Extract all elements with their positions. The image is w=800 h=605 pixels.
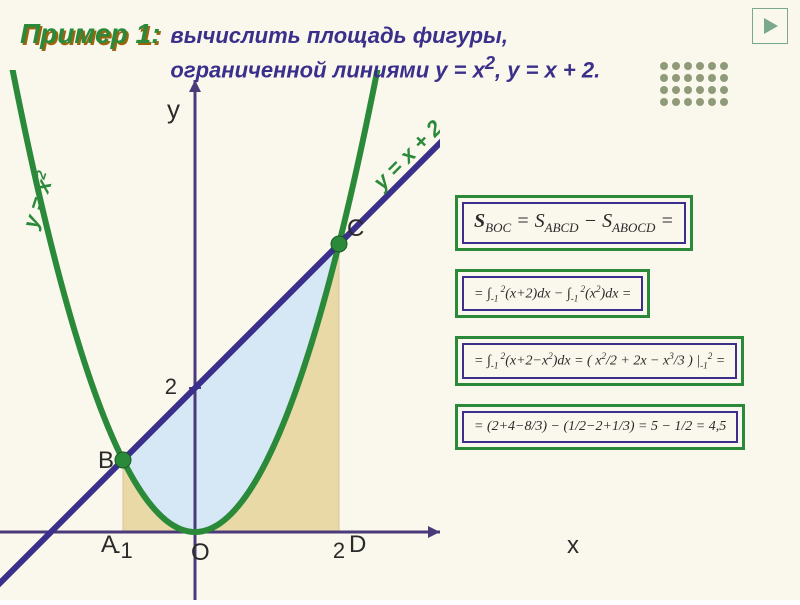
graph: 2-12y = x2y = x + 2ABCDOy — [0, 70, 440, 600]
svg-text:O: O — [191, 539, 210, 566]
formula-4: = (2+4−8/3) − (1/2−2+1/3) = 5 − 1/2 = 4,… — [455, 404, 745, 450]
formula-2: = ∫-1 2(x+2)dx − ∫-1 2(x2)dx = — [455, 269, 650, 318]
next-slide-button[interactable] — [752, 8, 788, 44]
svg-text:C: C — [347, 215, 364, 242]
formula-1: SBOC = SABCD − SABOCD = — [455, 195, 693, 251]
svg-text:y: y — [167, 94, 180, 124]
svg-text:2: 2 — [333, 538, 345, 563]
problem-statement: вычислить площадь фигуры,ограниченной ли… — [170, 22, 600, 85]
slide: Пример 1: вычислить площадь фигуры,огран… — [0, 0, 800, 600]
play-icon — [758, 14, 782, 38]
svg-text:B: B — [98, 447, 114, 474]
formulas-column: SBOC = SABCD − SABOCD = = ∫-1 2(x+2)dx −… — [455, 195, 790, 468]
svg-text:A: A — [101, 531, 117, 558]
svg-text:y = x2: y = x2 — [16, 168, 59, 232]
x-axis-label-far: x — [567, 532, 579, 560]
svg-text:D: D — [349, 531, 366, 558]
svg-text:2: 2 — [165, 374, 177, 399]
title-area: Пример 1: вычислить площадь фигуры,огран… — [20, 18, 730, 85]
formula-3: = ∫-1 2(x+2−x2)dx = ( x2/2 + 2x − x3/3 )… — [455, 336, 744, 385]
example-number: Пример 1: — [20, 18, 160, 50]
